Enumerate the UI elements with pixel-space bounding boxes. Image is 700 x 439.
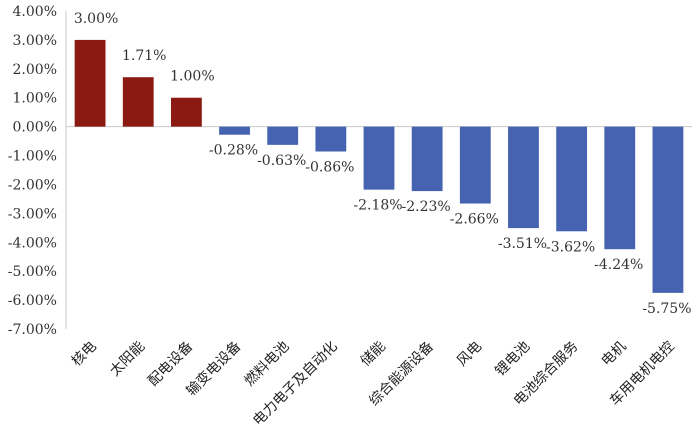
- data-label: 1.00%: [170, 69, 214, 85]
- bars: [74, 39, 684, 293]
- bar: [604, 126, 636, 250]
- data-label: -4.24%: [594, 257, 643, 273]
- bar: [363, 126, 395, 190]
- data-label: -2.18%: [353, 198, 402, 214]
- data-label: -2.23%: [402, 199, 451, 215]
- category-label: 储能: [358, 339, 389, 370]
- bar: [556, 126, 588, 232]
- bar: [267, 126, 299, 145]
- y-tick-label: -4.00%: [8, 235, 57, 251]
- y-axis-tick-labels: 4.00% 3.00% 2.00% 1.00% 0.00% -1.00% -2.00% -3.…: [8, 4, 57, 338]
- bar: [652, 126, 684, 293]
- bar: [170, 97, 202, 127]
- data-label: -3.62%: [546, 239, 595, 255]
- data-label: -0.86%: [305, 159, 354, 175]
- category-label: 电力电子及自动化: [250, 339, 341, 430]
- y-tick-label: -3.00%: [8, 206, 57, 222]
- data-label: -3.51%: [498, 236, 547, 252]
- y-tick-label: 0.00%: [13, 120, 57, 136]
- y-tick-label: -2.00%: [8, 177, 57, 193]
- data-label: 3.00%: [74, 11, 118, 27]
- y-tick-label: 2.00%: [13, 62, 57, 78]
- y-tick-label: -6.00%: [8, 293, 57, 309]
- bar: [219, 126, 250, 135]
- y-tick-label: -5.00%: [8, 264, 57, 280]
- bar: [315, 126, 347, 152]
- bar: [411, 126, 443, 192]
- bar: [122, 77, 154, 127]
- y-tick-label: 1.00%: [13, 91, 57, 107]
- data-label: -0.28%: [209, 143, 258, 159]
- data-label: -5.75%: [642, 301, 691, 317]
- category-label: 太阳能: [107, 339, 148, 380]
- bar: [459, 126, 491, 204]
- category-label: 核电: [69, 339, 100, 370]
- bar: [508, 126, 539, 229]
- y-tick-label: 3.00%: [13, 33, 57, 49]
- y-tick-label: -7.00%: [8, 322, 57, 338]
- y-tick-label: -1.00%: [8, 149, 57, 165]
- category-label: 锂电池: [492, 339, 533, 380]
- category-label: 配电设备: [145, 338, 197, 390]
- data-label: 1.71%: [122, 48, 166, 64]
- category-label: 风电: [454, 339, 485, 370]
- data-label: -0.63%: [257, 153, 306, 169]
- data-label: -2.66%: [450, 212, 499, 228]
- category-label: 燃料电池: [241, 338, 293, 390]
- bar: [74, 39, 106, 127]
- category-label: 电机: [598, 339, 629, 370]
- y-tick-label: 4.00%: [13, 4, 57, 20]
- data-labels: 3.00%1.71%1.00%-0.28%-0.63%-0.86%-2.18%-…: [74, 11, 692, 317]
